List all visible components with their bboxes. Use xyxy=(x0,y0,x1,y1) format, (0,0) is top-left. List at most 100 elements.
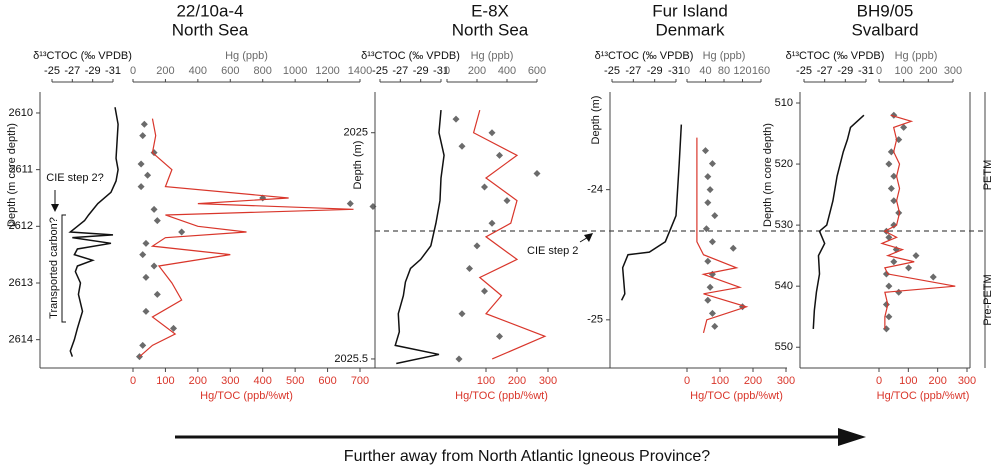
y-axis-label: Depth (m core depth) xyxy=(762,123,774,227)
hg-point xyxy=(473,242,481,250)
hg-point xyxy=(458,142,466,150)
x2-tick-label: 1400 xyxy=(348,65,372,77)
arrow-caption: Further away from North Atlantic Igneous… xyxy=(344,448,710,465)
hg-point xyxy=(890,197,898,205)
y-tick-label: 2610 xyxy=(9,107,33,119)
hg-point xyxy=(885,282,893,290)
x3-tick-label: 100 xyxy=(711,375,729,387)
x2-axis-label: Hg (ppb) xyxy=(895,50,938,62)
panel-subtitle: North Sea xyxy=(172,20,249,39)
x2-tick-label: 0 xyxy=(444,65,450,77)
y-tick-label: 530 xyxy=(775,219,793,231)
hg-point xyxy=(452,115,460,123)
hg-point xyxy=(139,132,147,140)
hg-point xyxy=(144,171,152,179)
panel-subtitle: Svalbard xyxy=(851,20,918,39)
x2-tick-label: 800 xyxy=(254,65,272,77)
hg-point xyxy=(885,313,893,321)
hg-point xyxy=(704,173,712,181)
hg-point xyxy=(150,149,158,157)
hg-point xyxy=(137,160,145,168)
hg-toc-line xyxy=(139,118,354,358)
hg-point xyxy=(708,160,716,168)
x3-tick-label: 200 xyxy=(189,375,207,387)
x3-axis-label: Hg/TOC (ppb/%wt) xyxy=(455,390,548,402)
hg-point xyxy=(481,183,488,191)
x3-tick-label: 400 xyxy=(254,375,272,387)
x3-tick-label: 100 xyxy=(156,375,174,387)
y-tick-label: 550 xyxy=(775,341,793,353)
hg-point xyxy=(890,172,898,180)
y-tick-label: -24 xyxy=(587,184,603,196)
panel-title: BH9/05 xyxy=(857,1,914,20)
x-axis-label: δ¹³CTOC (‰ VPDB) xyxy=(786,50,885,62)
annotation: Transported carbon? xyxy=(48,217,60,319)
hg-point xyxy=(140,120,148,128)
d13c-line xyxy=(620,124,683,301)
hg-point xyxy=(139,341,147,349)
x2-tick-label: 200 xyxy=(156,65,174,77)
hg-point xyxy=(496,151,503,159)
x3-tick-label: 300 xyxy=(958,375,976,387)
x2-tick-label: 300 xyxy=(944,65,962,77)
panel-title: Fur Island xyxy=(652,1,728,20)
hg-point xyxy=(895,136,903,144)
x-tick-label: -27 xyxy=(392,65,408,77)
x3-tick-label: 0 xyxy=(876,375,882,387)
hg-point xyxy=(729,244,737,252)
y-tick-label: 2613 xyxy=(9,277,33,289)
hg-point xyxy=(708,238,716,246)
x-tick-label: -27 xyxy=(625,65,641,77)
x3-axis-label: Hg/TOC (ppb/%wt) xyxy=(200,390,293,402)
hg-point xyxy=(496,332,503,340)
x3-tick-label: 500 xyxy=(286,375,304,387)
x-tick-label: -25 xyxy=(796,65,812,77)
x-tick-label: -25 xyxy=(604,65,620,77)
hg-point xyxy=(458,310,466,318)
d13c-line xyxy=(68,107,119,357)
x2-tick-label: 100 xyxy=(894,65,912,77)
hg-point xyxy=(481,287,488,295)
hg-point xyxy=(704,199,712,207)
x2-tick-label: 400 xyxy=(498,65,516,77)
x3-axis-label: Hg/TOC (ppb/%wt) xyxy=(877,390,970,402)
panel-title: E-8X xyxy=(471,1,509,20)
x3-tick-label: 0 xyxy=(684,375,690,387)
x-axis-label: δ¹³CTOC (‰ VPDB) xyxy=(595,50,694,62)
x3-tick-label: 300 xyxy=(777,375,795,387)
x2-tick-label: 160 xyxy=(752,65,770,77)
y-tick-label: 2611 xyxy=(9,164,33,176)
hg-point xyxy=(704,296,712,304)
hg-point xyxy=(488,219,496,227)
x2-tick-label: 0 xyxy=(876,65,882,77)
y-tick-label: 2025 xyxy=(344,127,368,139)
y-tick-label: 2025.5 xyxy=(334,353,368,365)
x2-tick-label: 600 xyxy=(221,65,239,77)
hg-point xyxy=(882,270,890,278)
hg-toc-line xyxy=(696,137,749,333)
hg-point xyxy=(455,355,463,363)
y-tick-label: 520 xyxy=(775,158,793,170)
x-tick-label: -31 xyxy=(433,65,449,77)
hg-point xyxy=(885,160,893,168)
x2-tick-label: 40 xyxy=(699,65,711,77)
hg-point xyxy=(885,233,893,241)
x3-tick-label: 100 xyxy=(899,375,917,387)
x2-tick-label: 80 xyxy=(718,65,730,77)
y-tick-label: 510 xyxy=(775,97,793,109)
hg-point xyxy=(890,258,898,266)
x-tick-label: -29 xyxy=(413,65,429,77)
hg-point xyxy=(142,307,150,315)
d13c-line xyxy=(394,110,445,365)
hg-point xyxy=(912,252,920,260)
x2-tick-label: 600 xyxy=(528,65,546,77)
hg-point xyxy=(142,273,150,281)
panel-subtitle: Denmark xyxy=(656,20,725,39)
y-axis-label: Depth (m) xyxy=(590,96,602,145)
hg-point xyxy=(895,288,903,296)
y-tick-label: 2614 xyxy=(9,334,33,346)
panel-title: 22/10a-4 xyxy=(176,1,243,20)
x3-axis-label: Hg/TOC (ppb/%wt) xyxy=(690,390,783,402)
hg-point xyxy=(706,186,714,194)
